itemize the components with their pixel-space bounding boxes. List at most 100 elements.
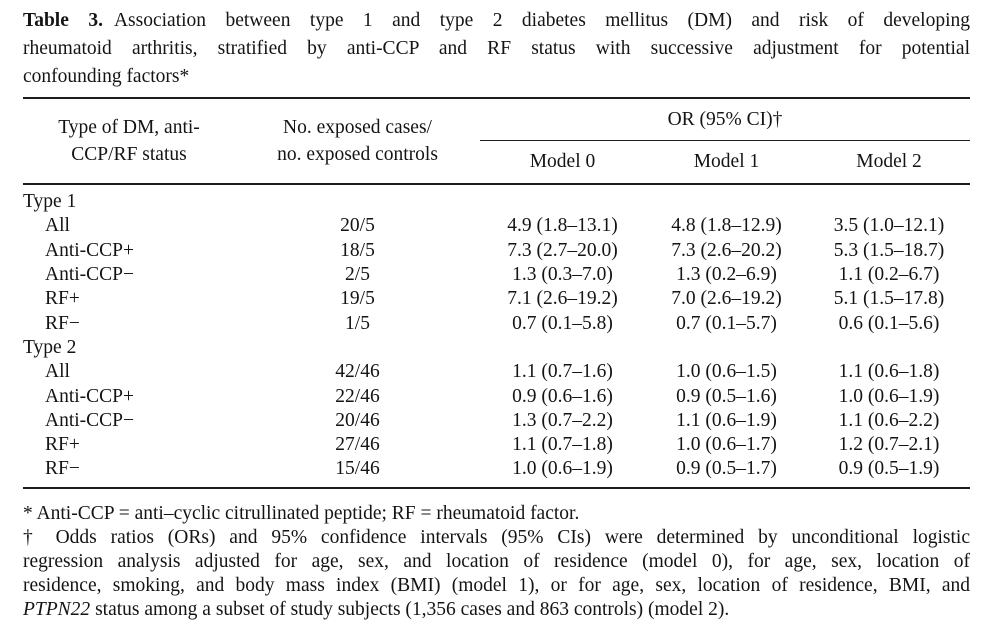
or-model-2: 5.1 (1.5–17.8): [833, 288, 945, 310]
or-model-2: [808, 336, 970, 360]
table-row: RF− 15/46 1.0 (0.6–1.9) 0.9 (0.5–1.7) 0.9 (0…: [23, 457, 971, 489]
or-model-0: 1.3 (0.3–7.0): [512, 264, 613, 286]
exposed-cases-controls: 19/5: [340, 288, 375, 310]
header-exposed-line2: no. exposed controls: [277, 144, 438, 165]
or-model-0: 7.1 (2.6–19.2): [507, 288, 618, 310]
header-dm-status: Type of DM, anti- CCP/RF status: [23, 98, 235, 185]
or-model-2: 1.1 (0.2–6.7): [838, 264, 940, 286]
table-row: Anti-CCP+ 22/46 0.9 (0.6–1.6) 0.9 (0.5–1.6)…: [23, 384, 970, 408]
exposed-cases-controls: 22/46: [335, 385, 380, 407]
table-row: Anti-CCP+ 18/5 7.3 (2.7–20.0) 7.3 (2.6–20.2…: [23, 239, 970, 263]
or-model-2: [808, 184, 970, 214]
table-row: Type 1: [23, 184, 970, 214]
row-label: Anti-CCP−: [45, 409, 135, 431]
table-row: RF− 1/5 0.7 (0.1–5.8) 0.7 (0.1–5.7) 0.6 (0.1…: [23, 311, 970, 335]
row-label: Type 2: [23, 336, 77, 358]
or-model-1: [645, 184, 808, 214]
or-model-2: 0.6 (0.1–5.6): [838, 312, 940, 334]
footnote-dagger-line-3: residence, smoking, and body mass index …: [23, 574, 970, 596]
table-row: Type 2: [23, 336, 970, 360]
table-body: Type 1 All 20/5 4.9 (1.8–13.1) 4.8 (1.8–12.9…: [23, 184, 971, 489]
header-dm-status-line2: CCP/RF status: [71, 144, 187, 165]
row-label: RF+: [45, 434, 80, 456]
table-row: RF+ 27/46 1.1 (0.7–1.8) 1.0 (0.6–1.7) 1.2 (0…: [23, 433, 970, 457]
or-model-0: 1.3 (0.7–2.2): [512, 409, 613, 431]
exposed-cases-controls: 20/46: [335, 409, 380, 431]
exposed-cases-controls: 20/5: [340, 215, 375, 237]
row-label: All: [45, 361, 70, 383]
or-model-2: 1.1 (0.6–2.2): [838, 409, 940, 431]
header-dm-status-line1: Type of DM, anti-: [58, 117, 200, 138]
header-model-2: Model 2: [808, 140, 971, 185]
header-model-0: Model 0: [480, 140, 645, 185]
or-model-2: 1.2 (0.7–2.1): [838, 434, 940, 456]
row-label: Type 1: [23, 191, 77, 213]
row-label: RF+: [45, 288, 80, 310]
exposed-cases-controls: [235, 184, 480, 214]
caption-text-1: Association between type 1 and type 2 di…: [113, 10, 971, 31]
or-model-1: 1.1 (0.6–1.9): [676, 409, 777, 431]
row-label: Anti-CCP+: [45, 385, 135, 407]
or-model-1: 7.3 (2.6–20.2): [671, 239, 782, 261]
row-label: Anti-CCP−: [45, 264, 135, 286]
row-label: RF−: [23, 457, 235, 489]
exposed-cases-controls: 15/46: [235, 457, 480, 489]
or-model-0: 4.9 (1.8–13.1): [507, 215, 618, 237]
or-model-1: [645, 336, 808, 360]
exposed-cases-controls: 42/46: [335, 361, 380, 383]
or-model-2: 1.0 (0.6–1.9): [838, 385, 940, 407]
ptpn22-gene-name: PTPN22: [23, 598, 91, 620]
or-model-0: 0.9 (0.6–1.6): [512, 385, 613, 407]
caption-line-3: confounding factors*: [23, 66, 190, 87]
or-model-1: 1.0 (0.6–1.5): [676, 361, 777, 383]
or-model-0: 1.0 (0.6–1.9): [480, 457, 645, 489]
footnote-dagger-line-1: † Odds ratios (ORs) and 95% confidence i…: [23, 526, 970, 548]
exposed-cases-controls: [235, 336, 480, 360]
or-model-0: 7.3 (2.7–20.0): [507, 239, 618, 261]
exposed-cases-controls: 27/46: [335, 434, 380, 456]
or-model-1: 0.9 (0.5–1.6): [676, 385, 777, 407]
or-model-0: [480, 184, 645, 214]
exposed-cases-controls: 18/5: [340, 239, 375, 261]
or-model-1: 4.8 (1.8–12.9): [671, 215, 782, 237]
or-model-1: 7.0 (2.6–19.2): [671, 288, 782, 310]
or-model-2: 3.5 (1.0–12.1): [833, 215, 945, 237]
row-label: All: [45, 215, 70, 237]
row-label: RF−: [45, 312, 80, 334]
or-model-1: 0.7 (0.1–5.7): [676, 312, 777, 334]
header-row-top: Type of DM, anti- CCP/RF status No. expo…: [23, 98, 971, 185]
or-model-0: 1.1 (0.7–1.6): [512, 361, 613, 383]
footnotes: * Anti-CCP = anti–cyclic citrullinated p…: [23, 502, 970, 622]
or-model-2: 0.9 (0.5–1.9): [808, 457, 971, 489]
table-row: All 20/5 4.9 (1.8–13.1) 4.8 (1.8–12.9) 3.5 (…: [23, 214, 970, 238]
or-model-0: 0.7 (0.1–5.8): [512, 312, 613, 334]
footnote-dagger-line-4: PTPN22 status among a subset of study su…: [23, 598, 970, 622]
table-number-label: Table 3.: [23, 10, 103, 31]
table-row: RF+ 19/5 7.1 (2.6–19.2) 7.0 (2.6–19.2) 5.1 (…: [23, 287, 970, 311]
or-model-1: 0.9 (0.5–1.7): [645, 457, 808, 489]
results-table: Type of DM, anti- CCP/RF status No. expo…: [23, 97, 971, 489]
or-model-0: [480, 336, 645, 360]
or-model-2: 5.3 (1.5–18.7): [833, 239, 945, 261]
footnote-asterisk: * Anti-CCP = anti–cyclic citrullinated p…: [23, 502, 580, 524]
or-model-0: 1.1 (0.7–1.8): [512, 434, 613, 456]
row-label: Anti-CCP+: [45, 239, 135, 261]
footnote-dagger-line-4-rest: status among a subset of study subjects …: [90, 598, 730, 620]
exposed-cases-controls: 1/5: [345, 312, 370, 334]
table-row: Anti-CCP− 2/5 1.3 (0.3–7.0) 1.3 (0.2–6.9) 1.…: [23, 263, 970, 287]
caption-line-1: Table 3. Association between type 1 and t…: [23, 7, 970, 35]
table-header: Type of DM, anti- CCP/RF status No. expo…: [23, 98, 971, 185]
exposed-cases-controls: 2/5: [345, 264, 370, 286]
or-model-1: 1.0 (0.6–1.7): [676, 434, 777, 456]
table-caption: Table 3. Association between type 1 and t…: [23, 7, 970, 91]
header-model-1: Model 1: [645, 140, 808, 185]
header-or-span: OR (95% CI)†: [480, 98, 971, 141]
table-row: Anti-CCP− 20/46 1.3 (0.7–2.2) 1.1 (0.6–1.9)…: [23, 409, 970, 433]
header-exposed-line1: No. exposed cases/: [283, 117, 432, 138]
or-model-2: 1.1 (0.6–1.8): [838, 361, 940, 383]
header-exposed: No. exposed cases/ no. exposed controls: [235, 98, 480, 185]
footnote-dagger-line-2: regression analysis adjusted for age, se…: [23, 550, 970, 572]
table-row: All 42/46 1.1 (0.7–1.6) 1.0 (0.6–1.5) 1.1 (0…: [23, 360, 970, 384]
caption-line-2: rheumatoid arthritis, stratified by anti…: [23, 38, 970, 59]
